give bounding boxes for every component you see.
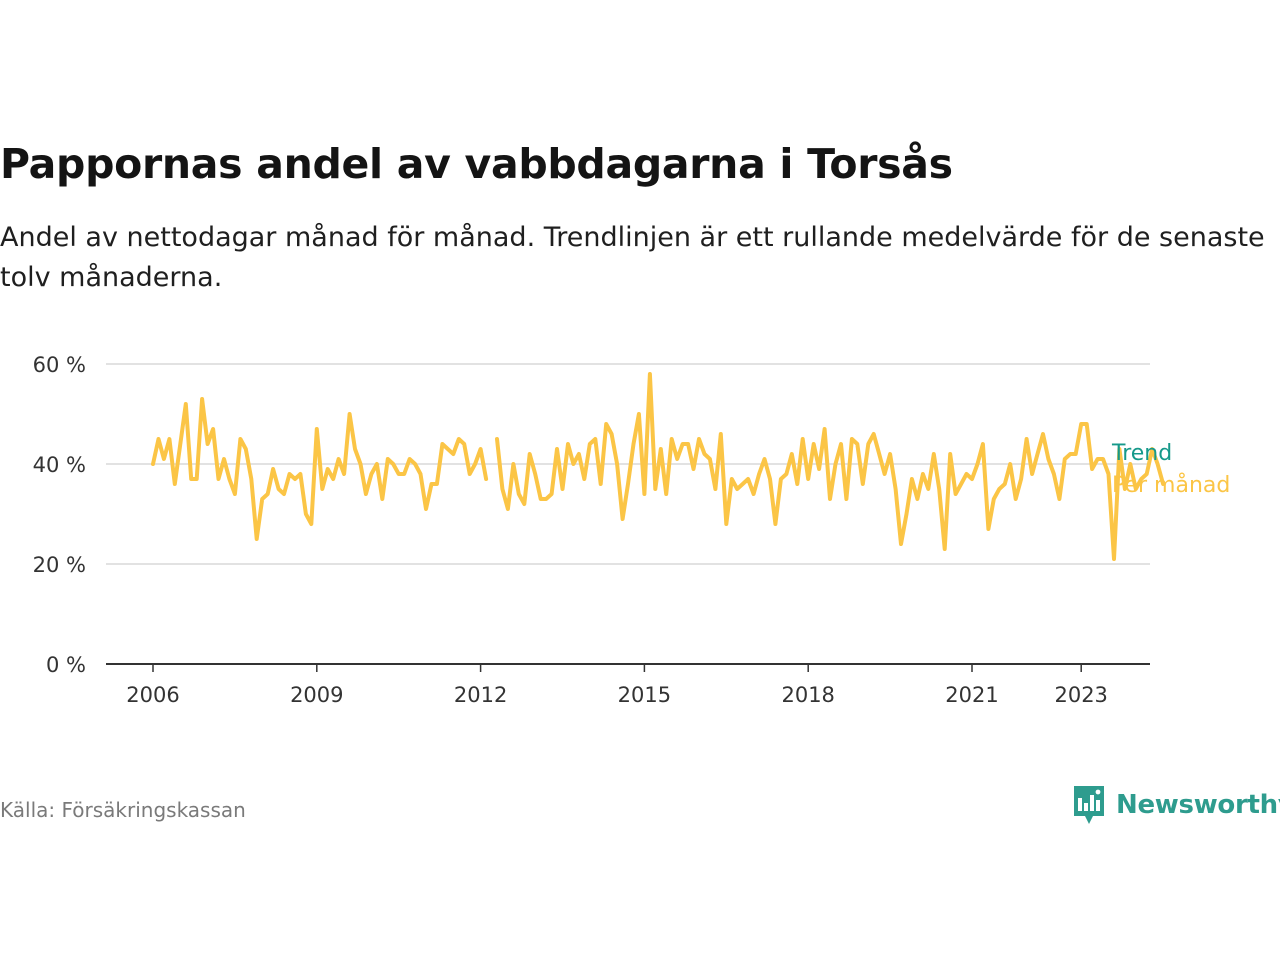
y-tick-label: 0 % xyxy=(46,653,86,677)
x-tick-label: 2009 xyxy=(290,683,343,707)
series-line-per-manad xyxy=(151,372,1166,561)
y-tick-label: 20 % xyxy=(33,553,86,577)
x-tick-label: 2012 xyxy=(454,683,507,707)
y-tick-label: 40 % xyxy=(33,453,86,477)
x-axis-tick-labels: 2006 2009 2012 2015 2018 2021 2023 xyxy=(126,664,1108,707)
series-end-label: Per månad xyxy=(1112,472,1230,498)
newsworthy-logo-icon xyxy=(1074,786,1104,824)
brand-name: Newsworthy xyxy=(1116,790,1280,820)
series-lines xyxy=(151,372,1166,561)
series-end-label: Trend xyxy=(1111,441,1172,466)
brand-logo: Newsworthy xyxy=(1072,784,1280,826)
x-tick-label: 2021 xyxy=(945,683,998,707)
x-tick-label: 2018 xyxy=(781,683,834,707)
y-axis-tick-labels: 0 % 20 % 40 % 60 % xyxy=(33,353,86,677)
line-chart: 0 % 20 % 40 % 60 % 2006 2009 2012 2015 2018 2021… xyxy=(33,353,1231,707)
x-tick-label: 2023 xyxy=(1054,683,1107,707)
chart-title: Pappornas andel av vabbdagarna i Torsås xyxy=(0,140,953,188)
source-note: Källa: Försäkringskassan xyxy=(0,798,246,822)
x-tick-label: 2015 xyxy=(618,683,671,707)
x-tick-label: 2006 xyxy=(126,683,179,707)
end-labels: Per månad Trend xyxy=(1111,441,1230,498)
gridlines xyxy=(106,363,1150,565)
y-tick-label: 60 % xyxy=(33,353,86,377)
chart-subtitle: Andel av nettodagar månad för månad. Tre… xyxy=(0,222,1265,293)
